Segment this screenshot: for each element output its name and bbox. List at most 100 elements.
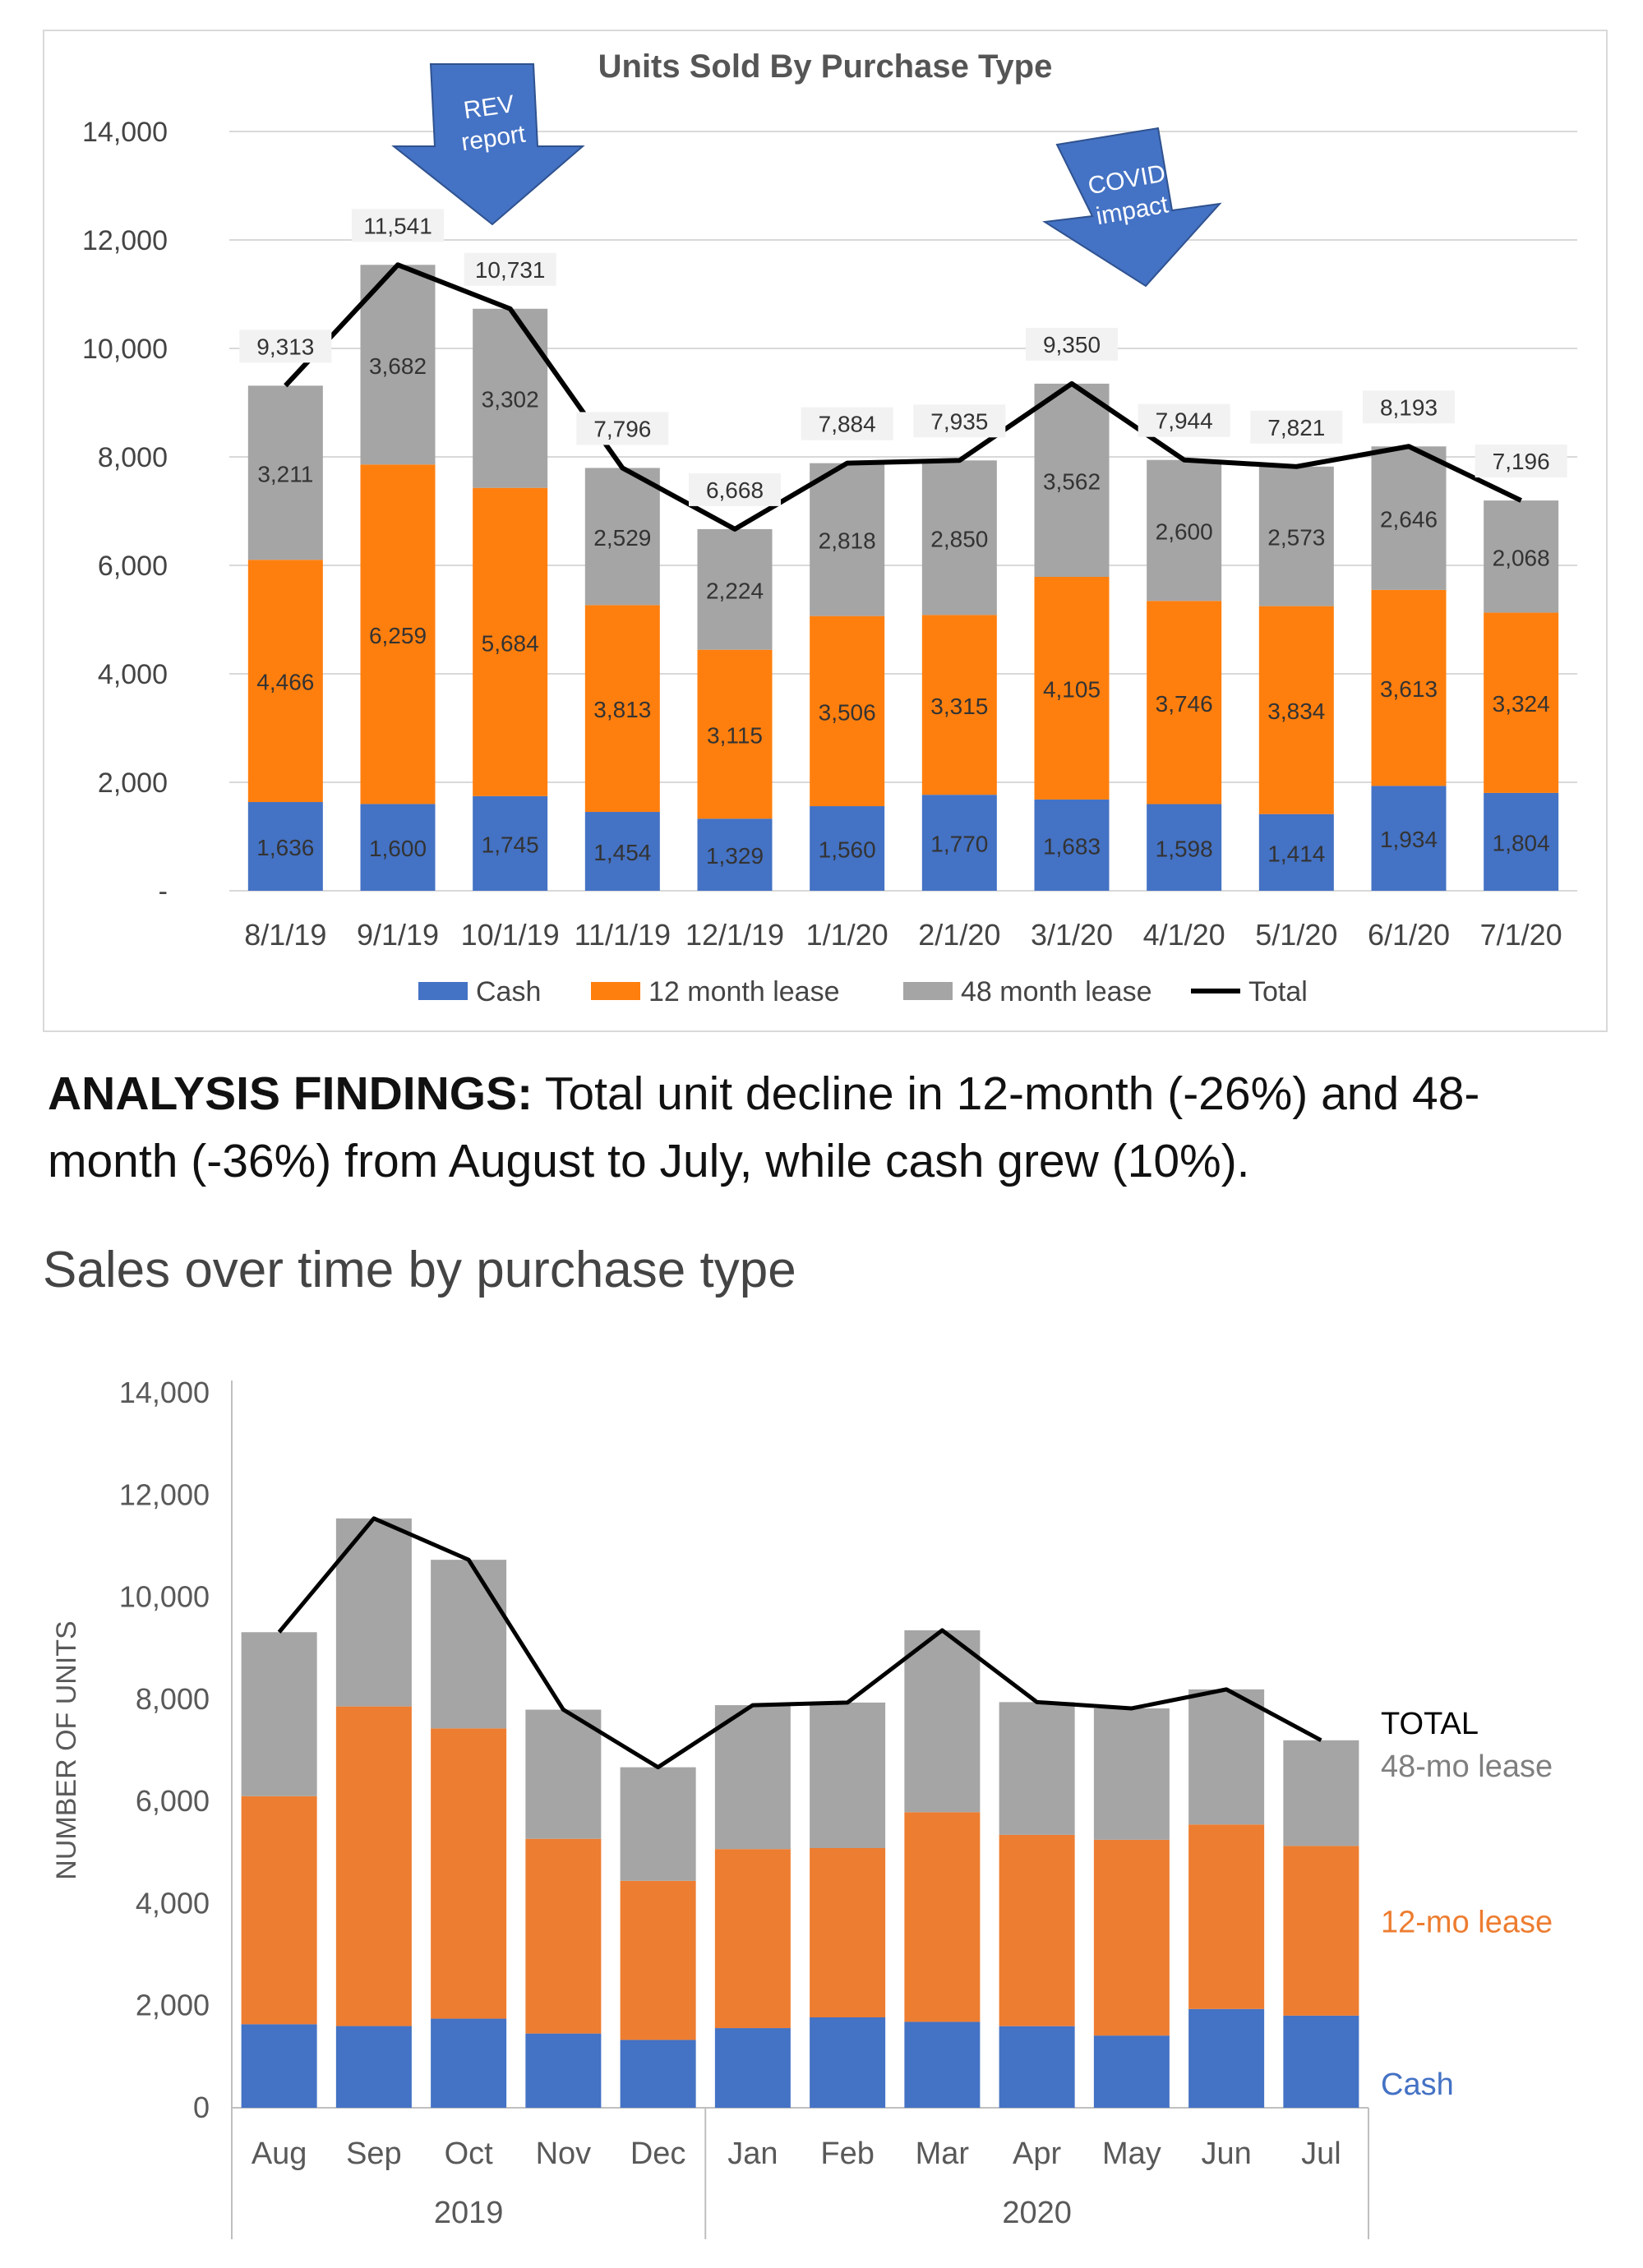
x-tick-label: 9/1/19 xyxy=(357,918,439,952)
total-label-text: 7,935 xyxy=(930,408,988,434)
bar-cash xyxy=(810,2017,886,2108)
bar-cash xyxy=(1371,786,1447,891)
bar-cash xyxy=(1484,792,1559,891)
x-tick-label: Oct xyxy=(445,2137,494,2171)
bar-cash xyxy=(1147,804,1222,891)
total-data-label: 6,668 xyxy=(689,472,781,506)
total-label-text: 7,196 xyxy=(1493,449,1550,474)
bar-cash xyxy=(620,2040,696,2108)
bar-48-mo-lease xyxy=(525,1709,602,1839)
total-data-label: 7,884 xyxy=(801,407,893,440)
y-tick-label: 6,000 xyxy=(136,1784,210,1818)
y-tick-label: 6,000 xyxy=(98,551,168,582)
x-tick-label: 4/1/20 xyxy=(1143,918,1225,952)
bar-cash xyxy=(714,2028,791,2108)
y-tick-label: 8,000 xyxy=(98,442,168,473)
bar-cash xyxy=(1034,799,1110,891)
direct-label: 48-mo lease xyxy=(1381,1749,1553,1784)
legend-swatch xyxy=(591,982,640,1000)
data-label: 3,813 xyxy=(593,697,651,722)
bar-12-month-lease xyxy=(247,560,323,803)
legend-item: 12 month lease xyxy=(591,976,840,1007)
x-tick-label: 12/1/19 xyxy=(685,918,784,952)
data-label: 2,850 xyxy=(930,526,988,551)
bar-cash xyxy=(697,818,773,891)
x-tick-label: Jan xyxy=(727,2137,778,2171)
total-data-label: 7,196 xyxy=(1475,445,1567,478)
data-label: 1,683 xyxy=(1043,833,1101,859)
arrow-shape xyxy=(391,63,585,226)
data-label: 1,636 xyxy=(256,835,314,860)
total-label-text: 6,668 xyxy=(706,477,764,503)
y-tick-label: 8,000 xyxy=(136,1682,210,1716)
bar-cash xyxy=(810,806,885,891)
data-label: 2,573 xyxy=(1267,525,1325,551)
x-tick-label: Feb xyxy=(820,2137,874,2171)
x-tick-label: Aug xyxy=(252,2137,307,2171)
bar-12-mo-lease xyxy=(810,1848,886,2018)
bar-12-mo-lease xyxy=(241,1796,317,2025)
bar-12-month-lease xyxy=(1371,589,1447,786)
total-data-label: 7,796 xyxy=(576,412,669,445)
bar-12-mo-lease xyxy=(335,1706,412,2026)
total-label-box xyxy=(239,330,332,363)
data-label: 1,598 xyxy=(1156,836,1213,861)
total-data-label: 7,944 xyxy=(1138,403,1230,437)
arrow-shape xyxy=(1042,127,1222,288)
legend-label: Total xyxy=(1248,976,1308,1007)
bar-cash xyxy=(1188,2008,1265,2108)
total-data-label: 10,731 xyxy=(464,252,556,286)
data-label: 3,682 xyxy=(369,353,427,379)
legend-label: 48 month lease xyxy=(961,976,1152,1007)
total-data-label: 8,193 xyxy=(1363,390,1455,424)
total-label-box xyxy=(1138,403,1230,437)
data-label: 3,746 xyxy=(1156,691,1213,717)
x-tick-label: 10/1/19 xyxy=(461,918,560,952)
total-label-text: 8,193 xyxy=(1380,394,1438,420)
total-label-box xyxy=(1250,410,1343,444)
bar-48-month-lease xyxy=(247,385,323,560)
y-tick-label: 14,000 xyxy=(119,1376,210,1409)
x-tick-label: Apr xyxy=(1013,2137,1061,2171)
y-tick-label: 4,000 xyxy=(98,659,168,690)
total-label-text: 7,944 xyxy=(1156,408,1213,434)
bar-48-month-lease xyxy=(1147,459,1222,602)
x-tick-label: Mar xyxy=(916,2137,970,2171)
y-tick-label: 10,000 xyxy=(82,334,168,365)
y-tick-label: 4,000 xyxy=(136,1886,210,1920)
bar-48-mo-lease xyxy=(620,1767,696,1881)
findings-label: ANALYSIS FINDINGS: xyxy=(48,1067,533,1120)
bar-12-month-lease xyxy=(1484,612,1559,793)
bar-cash xyxy=(525,2033,602,2108)
legend-label: 12 month lease xyxy=(648,976,840,1007)
bar-48-mo-lease xyxy=(335,1518,412,1707)
x-tick-label: May xyxy=(1102,2137,1161,2171)
bar-48-month-lease xyxy=(473,308,548,488)
bar-48-mo-lease xyxy=(714,1705,791,1850)
data-label: 2,068 xyxy=(1493,545,1550,570)
bar-48-month-lease xyxy=(921,460,997,615)
data-label: 1,934 xyxy=(1380,827,1438,852)
data-label: 1,414 xyxy=(1267,841,1325,866)
bar-cash xyxy=(1093,2035,1170,2108)
x-tick-label: Sep xyxy=(346,2137,402,2171)
x-tick-label: 7/1/20 xyxy=(1480,918,1562,952)
analysis-findings: ANALYSIS FINDINGS: Total unit decline in… xyxy=(48,1060,1593,1195)
total-label-text: 9,313 xyxy=(256,334,314,359)
bar-12-month-lease xyxy=(1034,576,1110,800)
bar-12-mo-lease xyxy=(1093,1839,1170,2036)
data-label: 3,613 xyxy=(1380,676,1438,702)
data-label: 1,770 xyxy=(930,832,988,857)
bar-12-month-lease xyxy=(473,487,548,796)
data-label: 2,600 xyxy=(1156,519,1213,544)
bar-cash xyxy=(431,2018,507,2108)
total-label-box xyxy=(352,209,444,242)
bar-12-month-lease xyxy=(360,464,436,804)
x-tick-label: Nov xyxy=(536,2137,592,2171)
total-label-box xyxy=(1475,445,1567,478)
total-label-box xyxy=(913,404,1006,438)
chart-units-sold-svg: - 2,000 4,000 6,000 8,000 10,000 12,000 14,000 U… xyxy=(82,48,1577,1007)
bar-12-mo-lease xyxy=(904,1812,981,2022)
